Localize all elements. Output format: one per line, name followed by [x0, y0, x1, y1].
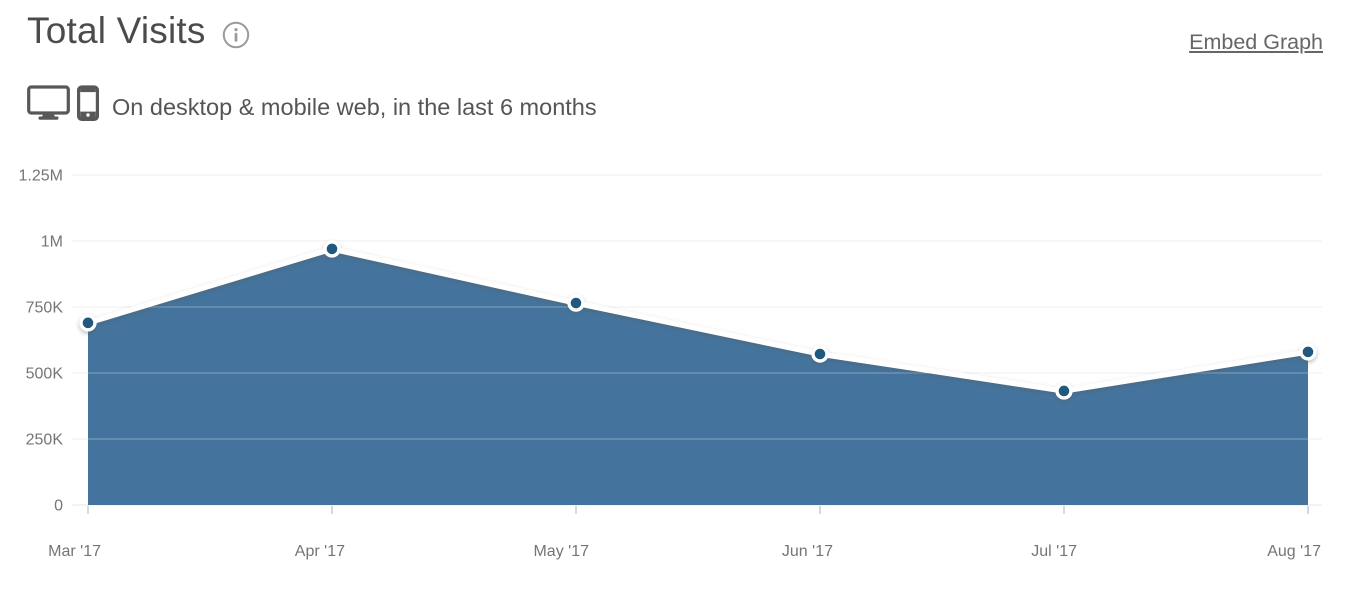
- chart-subtitle-row: On desktop & mobile web, in the last 6 m…: [27, 85, 597, 126]
- data-point-0[interactable]: [79, 314, 97, 332]
- chart-subtitle: On desktop & mobile web, in the last 6 m…: [112, 94, 597, 120]
- x-axis-label: Mar '17: [48, 543, 101, 560]
- page-title: Total Visits: [27, 10, 206, 51]
- desktop-icon: [27, 85, 70, 126]
- x-axis-label: Apr '17: [295, 543, 345, 560]
- area-series-fill: [88, 248, 1308, 506]
- info-icon[interactable]: [222, 21, 250, 49]
- y-axis-label: 750K: [26, 300, 64, 317]
- x-axis-label: May '17: [533, 543, 589, 560]
- title-row: Total Visits: [27, 10, 250, 52]
- x-axis-label: Jul '17: [1031, 543, 1077, 560]
- embed-graph-link[interactable]: Embed Graph: [1189, 30, 1323, 54]
- y-axis-label: 250K: [26, 432, 64, 449]
- data-point-5[interactable]: [1299, 343, 1317, 361]
- series-line: [85, 246, 1311, 394]
- data-point-1[interactable]: [323, 240, 341, 258]
- x-axis-label: Aug '17: [1267, 543, 1321, 560]
- data-point-4[interactable]: [1055, 382, 1073, 400]
- y-axis-label: 1.25M: [19, 168, 63, 185]
- x-axis-label: Jun '17: [782, 543, 833, 560]
- data-point-3[interactable]: [811, 345, 829, 363]
- y-axis-label: 0: [54, 498, 63, 515]
- series-line-layer: [79, 240, 1317, 400]
- info-circle-icon: [222, 21, 249, 48]
- y-axis-label: 500K: [26, 366, 64, 383]
- y-axis-label: 1M: [41, 234, 63, 251]
- data-point-2[interactable]: [567, 294, 585, 312]
- mobile-icon: [77, 85, 99, 126]
